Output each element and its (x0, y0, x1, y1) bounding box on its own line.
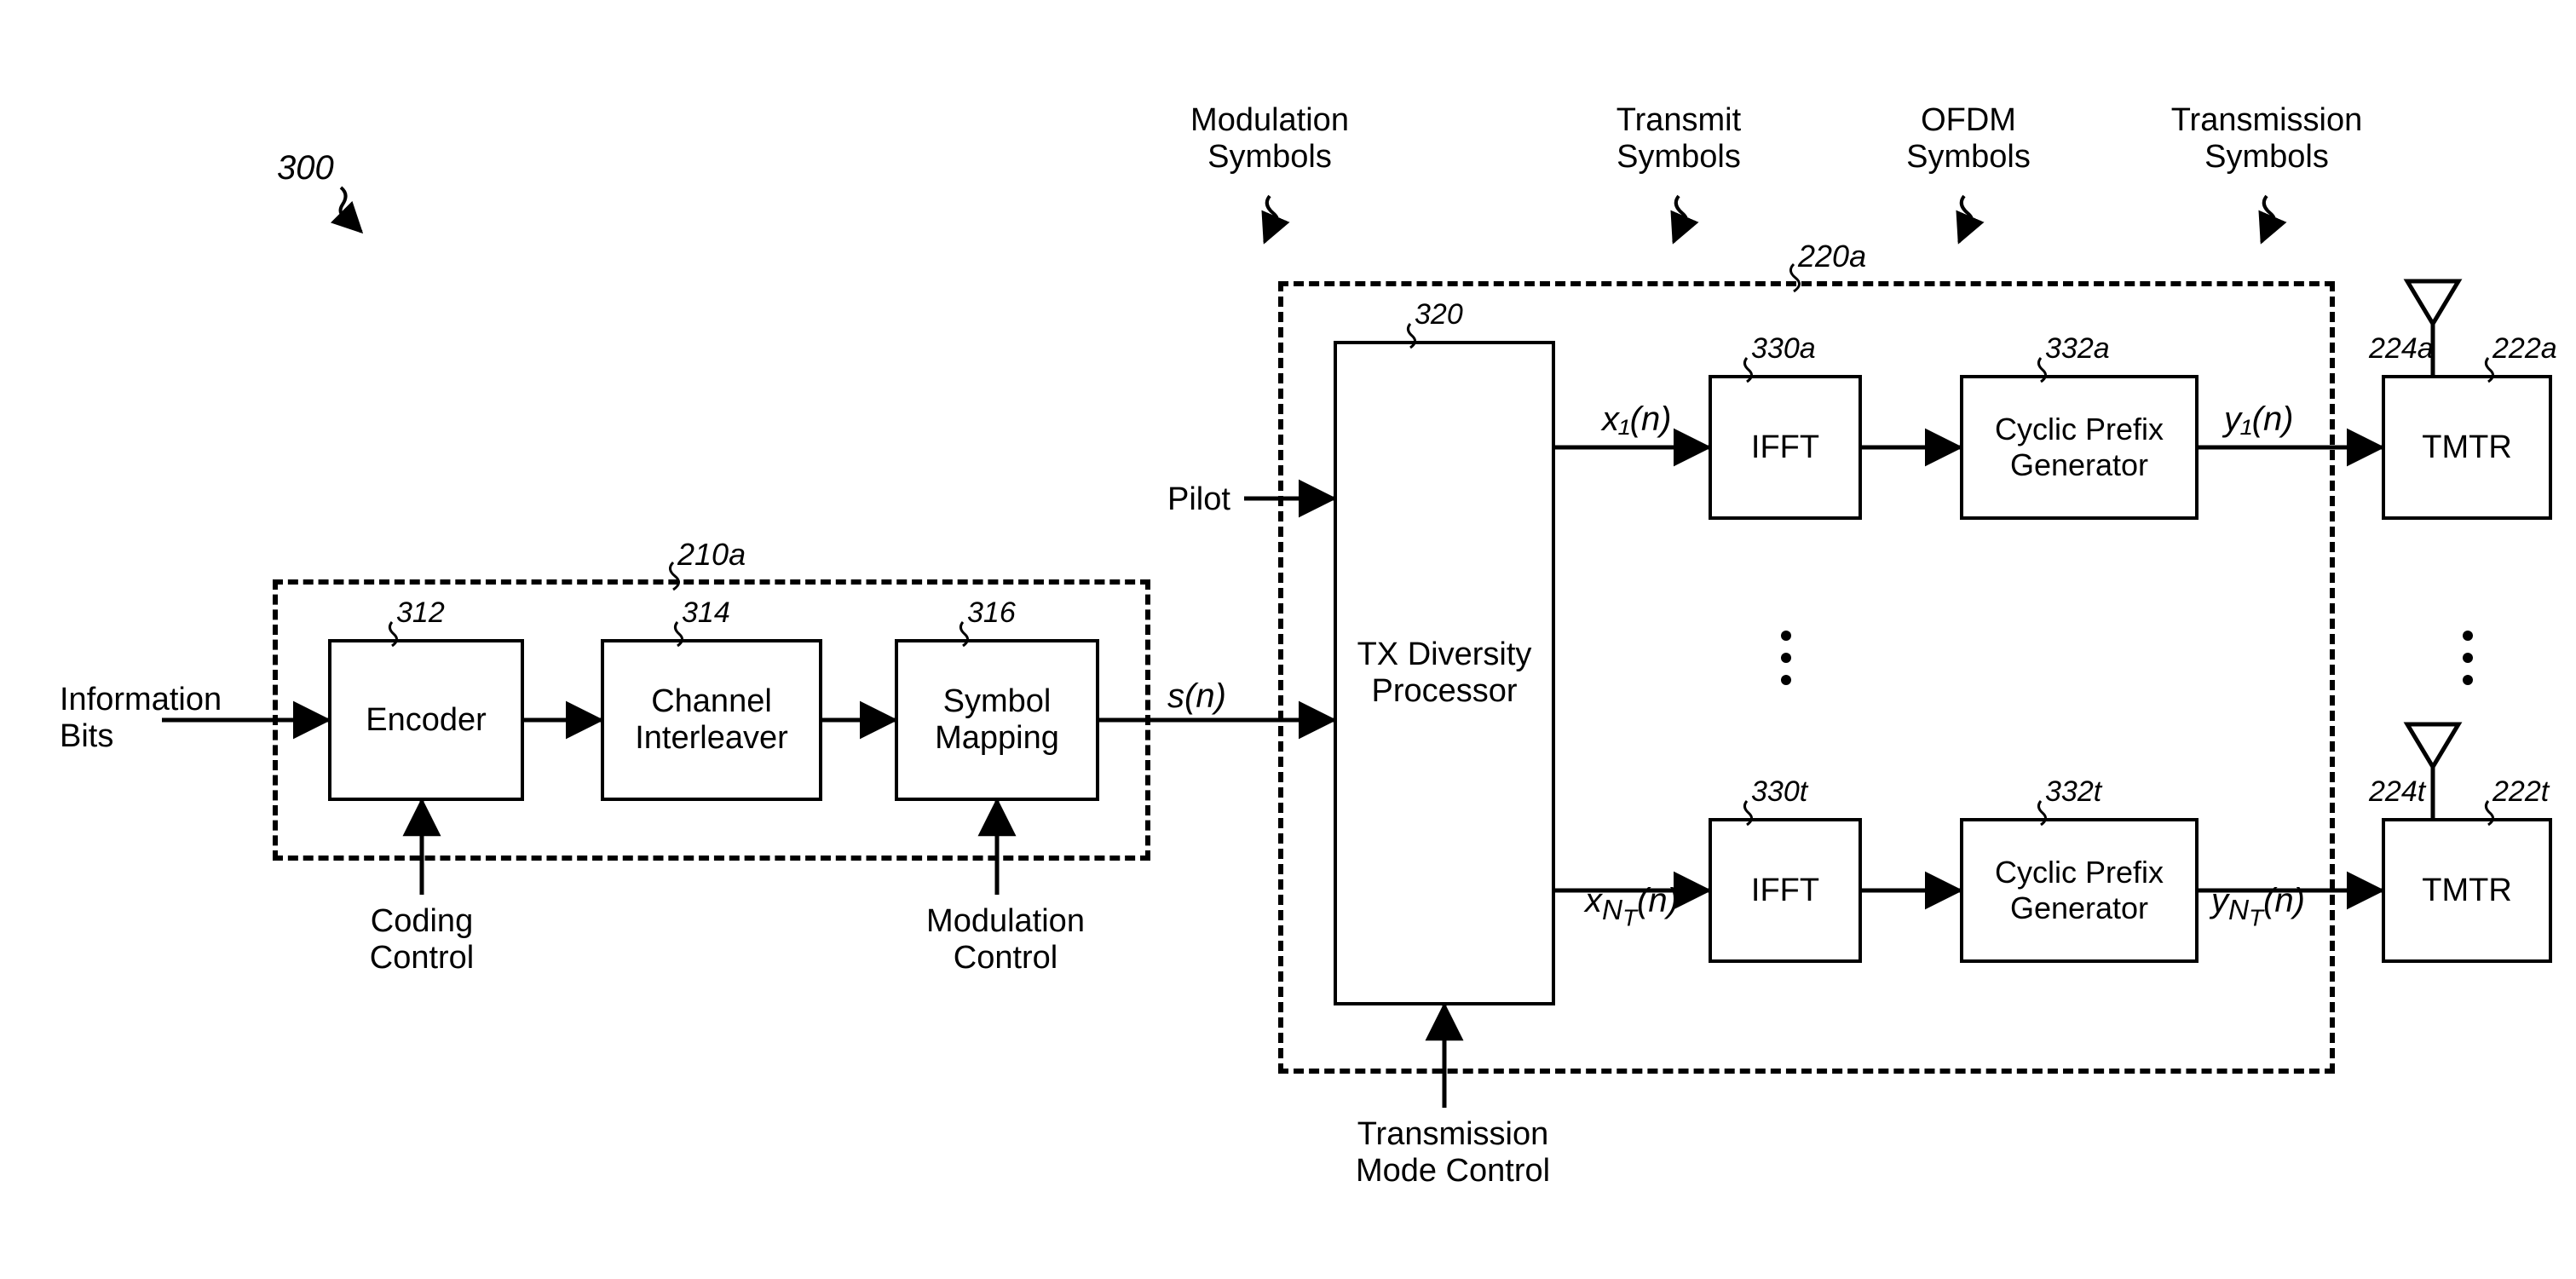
signal-sn: s(n) (1167, 677, 1226, 716)
cpg-bot-label: Cyclic Prefix Generator (1963, 855, 2195, 926)
block-tx-diversity: TX Diversity Processor (1334, 341, 1555, 1005)
ref-222a: 222a (2492, 332, 2557, 366)
cpg-top-label: Cyclic Prefix Generator (1963, 412, 2195, 483)
block-cpg-top: Cyclic Prefix Generator (1960, 375, 2199, 520)
label-ofdm-symbols: OFDM Symbols (1883, 102, 2054, 176)
label-transmit-symbols: Transmit Symbols (1585, 102, 1772, 176)
signal-ynt: yNT(n) (2211, 844, 2305, 932)
block-tmtr-top: TMTR (2382, 375, 2552, 520)
ref-332a: 332a (2045, 332, 2110, 366)
ref-210a: 210a (677, 537, 746, 573)
label-information-bits: Information Bits (60, 682, 264, 755)
encoder-label: Encoder (366, 702, 487, 739)
ref-314: 314 (682, 596, 730, 630)
label-modulation-symbols: Modulation Symbols (1159, 102, 1380, 176)
ref-332t: 332t (2045, 775, 2101, 809)
ref-222t: 222t (2492, 775, 2549, 809)
dots-middle (1781, 631, 1791, 685)
signal-xnt: xNT(n) (1585, 844, 1679, 932)
block-interleaver: Channel Interleaver (601, 639, 822, 801)
tmtr-bot-label: TMTR (2422, 873, 2512, 909)
block-cpg-bot: Cyclic Prefix Generator (1960, 818, 2199, 963)
mapping-label: Symbol Mapping (898, 683, 1096, 757)
tx-div-label: TX Diversity Processor (1337, 637, 1552, 710)
label-transmission-mode-control: Transmission Mode Control (1334, 1116, 1572, 1190)
block-ifft-top: IFFT (1709, 375, 1862, 520)
ref-224a: 224a (2369, 332, 2434, 366)
signal-y1: y₁(n) (2224, 400, 2294, 439)
dots-tmtr (2463, 631, 2473, 685)
signal-x1: x₁(n) (1602, 400, 1672, 439)
ref-330a: 330a (1751, 332, 1816, 366)
diagram-canvas: 300 Modulation Symbols Transmit Symbols … (17, 17, 2576, 1262)
label-modulation-control: Modulation Control (912, 903, 1099, 977)
block-symbol-mapping: Symbol Mapping (895, 639, 1099, 801)
ref-224t: 224t (2369, 775, 2425, 809)
fig-ref-300: 300 (277, 149, 334, 187)
block-ifft-bot: IFFT (1709, 818, 1862, 963)
ifft-bot-label: IFFT (1751, 873, 1819, 909)
label-pilot: Pilot (1167, 481, 1230, 518)
label-transmission-symbols: Transmission Symbols (2147, 102, 2386, 176)
block-tmtr-bot: TMTR (2382, 818, 2552, 963)
ifft-top-label: IFFT (1751, 429, 1819, 466)
tmtr-top-label: TMTR (2422, 429, 2512, 466)
ref-312: 312 (396, 596, 445, 630)
interleaver-label: Channel Interleaver (604, 683, 819, 757)
label-coding-control: Coding Control (337, 903, 507, 977)
ref-220a: 220a (1798, 239, 1866, 274)
block-encoder: Encoder (328, 639, 524, 801)
ref-320: 320 (1415, 298, 1463, 331)
ref-316: 316 (967, 596, 1016, 630)
ref-330t: 330t (1751, 775, 1807, 809)
